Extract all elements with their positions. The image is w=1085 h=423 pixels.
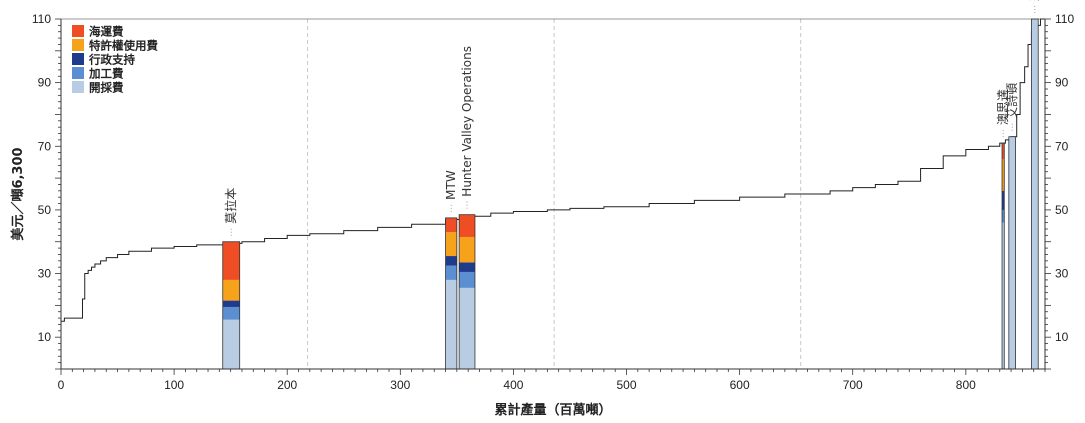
- legend-label: 開採費: [89, 81, 124, 95]
- mine-label: 雅若碧: [1027, 0, 1042, 1]
- bar-segment: [1031, 19, 1039, 369]
- bar-segment: [445, 279, 457, 369]
- bar-segment: [222, 279, 240, 301]
- bar-segment: [445, 232, 457, 257]
- bar-segment: [459, 262, 475, 272]
- legend-label: 行政支持: [88, 53, 135, 67]
- y-tick-label-right: 50: [1055, 203, 1069, 217]
- x-axis-label: 累計產量（百萬噸）: [494, 402, 611, 418]
- x-tick-label: 600: [730, 378, 750, 392]
- mine-bar: 雅若碧: [1027, 0, 1042, 370]
- gridlines: [307, 19, 802, 369]
- x-tick-label: 700: [843, 378, 863, 392]
- legend-swatch: [72, 53, 84, 65]
- bar-segment: [222, 241, 240, 280]
- bar-segment: [1002, 159, 1005, 191]
- y-tick-label-right: 10: [1055, 330, 1069, 344]
- y-tick-label-left: 50: [38, 203, 52, 217]
- bar-segment: [445, 256, 457, 266]
- y-tick-label-left: 10: [38, 330, 52, 344]
- bar-segment: [459, 214, 475, 237]
- mine-label: 艾詩頓: [1005, 83, 1019, 119]
- bar-segment: [459, 236, 475, 263]
- mine-label: Hunter Valley Operations: [460, 46, 474, 197]
- mine-bar: Hunter Valley Operations: [458, 46, 476, 370]
- bar-segment: [1002, 222, 1005, 369]
- x-tick-label: 400: [503, 378, 523, 392]
- y-tick-label-right: 110: [1055, 12, 1074, 26]
- mine-label: 澳思達: [996, 89, 1010, 125]
- bar-segment: [222, 300, 240, 307]
- x-tick-label: 0: [58, 378, 65, 392]
- legend-label: 海運費: [89, 25, 124, 39]
- y-tick-label-left: 90: [38, 76, 52, 90]
- legend-swatch: [72, 25, 84, 37]
- mine-bar: 莫拉本: [222, 188, 241, 370]
- cost-curve: [61, 18, 1045, 322]
- bar-segment: [222, 306, 240, 320]
- y-tick-label-right: 30: [1055, 267, 1069, 281]
- legend-label: 加工費: [88, 67, 124, 81]
- mine-bar: MTW: [444, 170, 458, 370]
- cost-curve-line: [61, 18, 1045, 322]
- mine-bar: 澳思達: [996, 89, 1010, 370]
- y-tick-label-left: 70: [38, 139, 52, 153]
- axes: 0 100 200 300 400 500 600 700 800 10 10 30 30 50 50 70 7…: [32, 12, 1075, 392]
- legend-swatch: [72, 81, 84, 93]
- bar-segment: [1008, 136, 1016, 369]
- bar-segment: [222, 319, 240, 369]
- x-tick-label: 100: [164, 378, 184, 392]
- x-tick-label: 800: [956, 378, 976, 392]
- bar-segment: [459, 271, 475, 288]
- x-tick-label: 300: [390, 378, 410, 392]
- bar-segment: [459, 287, 475, 369]
- y-axis-label: 美元／噸6,300: [10, 147, 26, 240]
- bar-segment: [1002, 209, 1005, 223]
- y-tick-label-right: 70: [1055, 139, 1069, 153]
- bar-segment: [445, 265, 457, 280]
- bar-segment: [1002, 190, 1005, 210]
- legend-swatch: [72, 39, 84, 51]
- x-tick-label: 500: [617, 378, 637, 392]
- mine-label: 莫拉本: [223, 188, 238, 224]
- y-tick-label-left: 30: [38, 267, 52, 281]
- legend-swatch: [72, 67, 84, 79]
- bar-segment: [1002, 143, 1005, 159]
- y-tick-label-left: 110: [32, 12, 51, 26]
- y-tick-label-right: 90: [1055, 76, 1069, 90]
- bar-segment: [445, 217, 457, 233]
- mine-label: MTW: [444, 170, 458, 200]
- x-tick-label: 200: [277, 378, 297, 392]
- legend-label: 特許權使用費: [89, 39, 158, 53]
